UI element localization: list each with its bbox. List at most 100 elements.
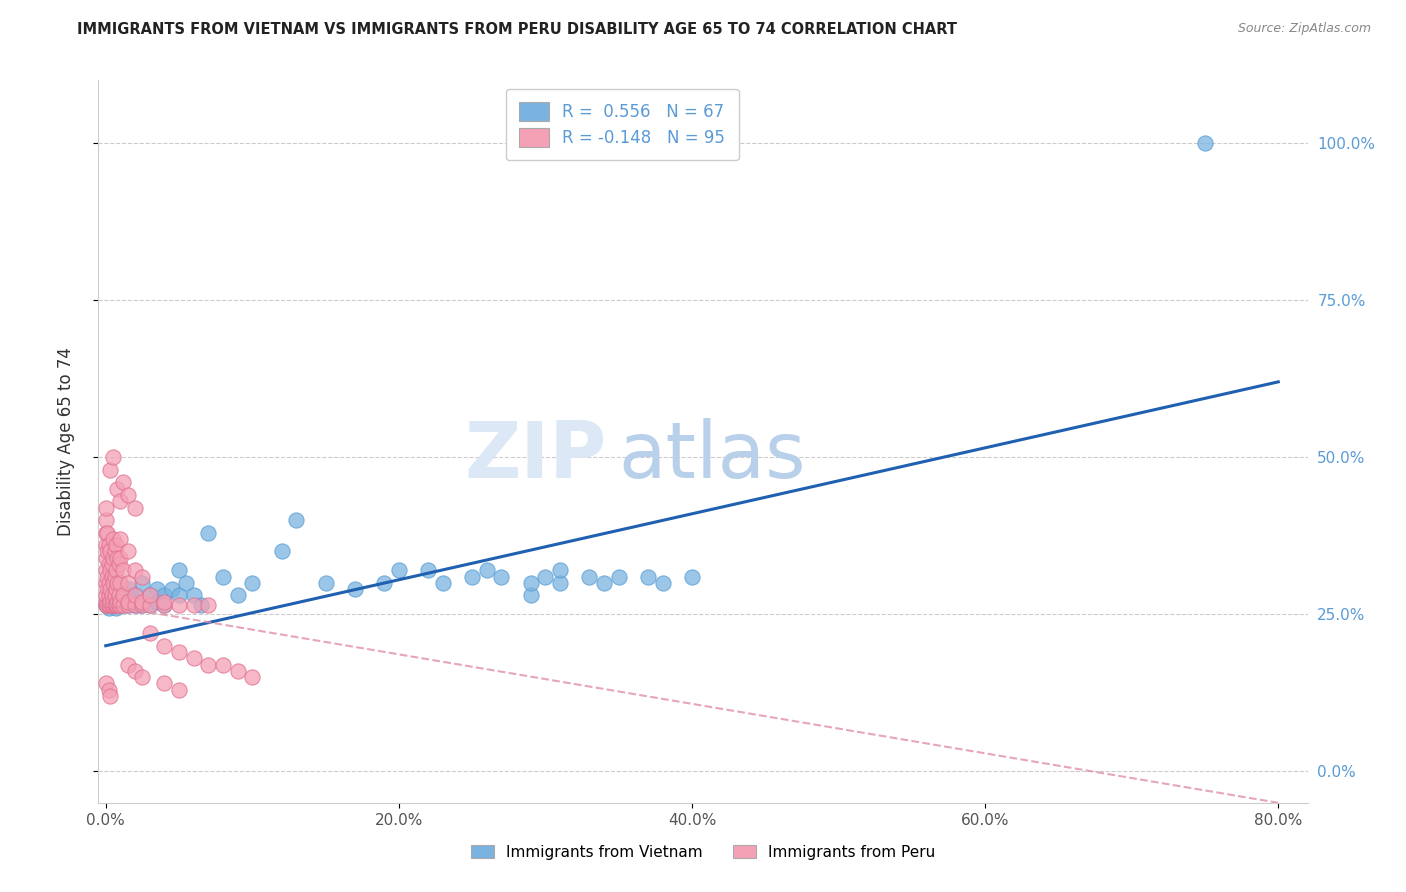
Point xyxy=(270,544,292,558)
Point xyxy=(131,598,153,612)
Point xyxy=(107,575,129,590)
Point xyxy=(124,598,146,612)
Point xyxy=(101,450,124,465)
Point xyxy=(94,575,117,590)
Point xyxy=(98,595,121,609)
Point xyxy=(111,595,134,609)
Text: ZIP: ZIP xyxy=(464,418,606,494)
Point xyxy=(117,598,139,612)
Point xyxy=(110,532,132,546)
Point xyxy=(94,589,117,603)
Point xyxy=(94,598,117,612)
Point xyxy=(107,598,129,612)
Point xyxy=(226,589,249,603)
Point xyxy=(146,582,169,597)
Point xyxy=(110,575,132,590)
Point xyxy=(107,589,129,603)
Point xyxy=(578,569,600,583)
Point xyxy=(373,575,395,590)
Point xyxy=(120,595,142,609)
Point xyxy=(94,598,117,612)
Point xyxy=(197,525,219,540)
Point xyxy=(520,575,543,590)
Text: Source: ZipAtlas.com: Source: ZipAtlas.com xyxy=(1237,22,1371,36)
Point xyxy=(475,563,498,577)
Point xyxy=(112,598,135,612)
Point xyxy=(98,598,121,612)
Point xyxy=(138,589,160,603)
Point xyxy=(240,670,263,684)
Point xyxy=(153,589,176,603)
Point xyxy=(212,657,235,672)
Point xyxy=(114,598,136,612)
Point xyxy=(388,563,411,577)
Point xyxy=(100,569,122,583)
Point xyxy=(131,569,153,583)
Point xyxy=(107,595,129,609)
Point xyxy=(117,595,139,609)
Point xyxy=(153,639,176,653)
Point xyxy=(110,598,132,612)
Point xyxy=(212,569,235,583)
Point xyxy=(97,682,120,697)
Point xyxy=(491,569,513,583)
Point xyxy=(131,575,153,590)
Point xyxy=(138,589,160,603)
Point xyxy=(110,550,132,565)
Point xyxy=(548,563,571,577)
Point xyxy=(108,557,131,571)
Point xyxy=(183,589,205,603)
Y-axis label: Disability Age 65 to 74: Disability Age 65 to 74 xyxy=(56,347,75,536)
Point xyxy=(94,513,117,527)
Point xyxy=(593,575,616,590)
Point xyxy=(105,563,128,577)
Point xyxy=(124,589,146,603)
Point xyxy=(96,544,118,558)
Point xyxy=(96,595,118,609)
Point xyxy=(167,682,190,697)
Point xyxy=(167,598,190,612)
Point xyxy=(101,575,124,590)
Point xyxy=(107,550,129,565)
Point xyxy=(105,601,128,615)
Point xyxy=(108,589,131,603)
Point xyxy=(94,538,117,552)
Point xyxy=(146,595,169,609)
Point xyxy=(343,582,366,597)
Point xyxy=(96,569,118,583)
Point xyxy=(103,595,125,609)
Point xyxy=(124,563,146,577)
Point xyxy=(124,664,146,678)
Point xyxy=(637,569,659,583)
Point xyxy=(94,595,117,609)
Point xyxy=(100,598,122,612)
Point xyxy=(681,569,703,583)
Point xyxy=(138,626,160,640)
Point xyxy=(176,575,198,590)
Point xyxy=(124,589,146,603)
Point xyxy=(183,598,205,612)
Point xyxy=(112,589,135,603)
Point xyxy=(197,657,219,672)
Point xyxy=(153,598,176,612)
Point xyxy=(107,482,129,496)
Point xyxy=(124,500,146,515)
Point xyxy=(432,575,454,590)
Point xyxy=(105,538,128,552)
Point xyxy=(285,513,308,527)
Legend: Immigrants from Vietnam, Immigrants from Peru: Immigrants from Vietnam, Immigrants from… xyxy=(463,837,943,867)
Point xyxy=(110,598,132,612)
Point xyxy=(117,657,139,672)
Point xyxy=(96,598,118,612)
Point xyxy=(226,664,249,678)
Point xyxy=(115,595,138,609)
Point xyxy=(122,598,145,612)
Point xyxy=(160,582,183,597)
Text: IMMIGRANTS FROM VIETNAM VS IMMIGRANTS FROM PERU DISABILITY AGE 65 TO 74 CORRELAT: IMMIGRANTS FROM VIETNAM VS IMMIGRANTS FR… xyxy=(77,22,957,37)
Point xyxy=(117,544,139,558)
Point xyxy=(651,575,673,590)
Point xyxy=(105,598,128,612)
Text: atlas: atlas xyxy=(619,418,806,494)
Point xyxy=(131,595,153,609)
Point xyxy=(101,550,124,565)
